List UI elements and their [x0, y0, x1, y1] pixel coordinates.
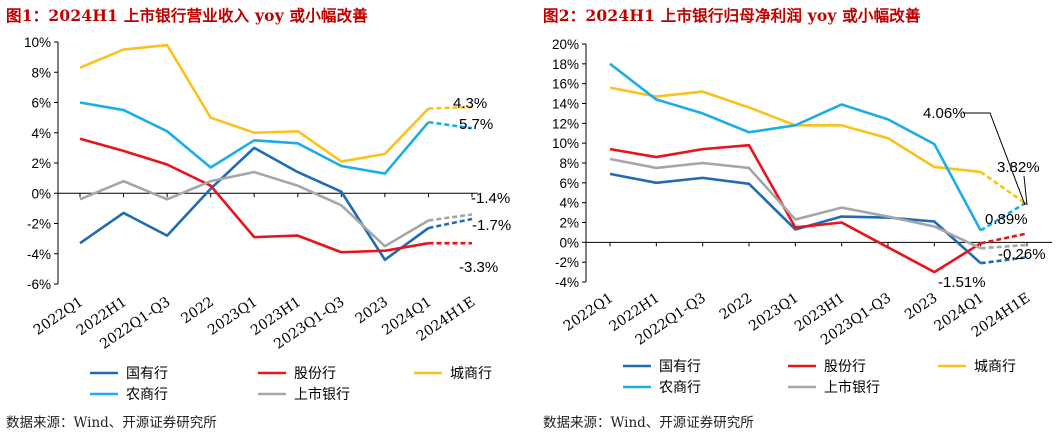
chart-1-series-国有行-estimate — [428, 217, 473, 230]
chart-2-y-tick-label: 14% — [552, 97, 579, 112]
chart-1-y-tick-label: -4% — [27, 247, 51, 262]
chart-2-x-tick-label: 2023Q1 — [746, 290, 801, 335]
chart-1-series-城商行-estimate — [428, 105, 473, 110]
chart-2-annotation: 4.06% — [923, 105, 966, 122]
chart-1-series-上市银行 — [79, 170, 430, 248]
chart-2-series-股份行 — [609, 143, 982, 274]
chart-2-y-tick-label: 8% — [559, 156, 579, 171]
chart-2-x-tick-label: 2022Q1 — [561, 290, 616, 335]
chart-2-legend-label: 国有行 — [659, 359, 701, 375]
chart-2-legend-label: 股份行 — [824, 359, 866, 375]
chart-1-series-上市银行-estimate — [428, 213, 473, 222]
chart-1-legend-label: 城商行 — [450, 366, 492, 382]
chart-2-series-农商行-estimate — [979, 200, 1028, 232]
chart-1-y-tick-label: 8% — [31, 65, 51, 80]
chart-2-annotation: 0.89% — [985, 211, 1028, 228]
chart-2-series-国有行 — [609, 172, 982, 265]
chart-2-annotation-leader — [1023, 175, 1028, 206]
chart-2-annotation: -0.26% — [998, 246, 1046, 263]
chart-1-series-股份行 — [79, 137, 429, 254]
chart-2-title: 图2：2024H1 上市银行归母净利润 yoy 或小幅改善 — [543, 6, 921, 25]
chart-1-annotation: -1.4% — [471, 190, 510, 207]
chart-1-annotation: 4.3% — [453, 95, 487, 112]
chart-1-series-农商行 — [79, 101, 430, 175]
chart-1-y-tick-label: 10% — [24, 35, 51, 50]
chart-2-series-城商行 — [609, 86, 981, 174]
chart-1-legend-label: 股份行 — [294, 366, 336, 382]
chart-1-y-tick-label: 4% — [31, 126, 51, 141]
chart-1-series-国有行 — [79, 146, 430, 262]
chart-2-source: 数据来源：Wind、开源证券研究所 — [543, 415, 754, 431]
chart-1-y-tick-label: -6% — [27, 277, 51, 292]
chart-1-y-tick-label: 2% — [31, 156, 51, 171]
chart-2-y-tick-label: 6% — [559, 176, 579, 191]
chart-1-annotation: -1.7% — [472, 217, 511, 234]
chart-1-annotation: -3.3% — [459, 259, 498, 276]
chart-1-series-城商行 — [79, 43, 430, 163]
chart-2-legend-label: 上市银行 — [824, 379, 880, 396]
chart-1-legend-label: 农商行 — [126, 387, 168, 403]
chart-2-y-tick-label: 18% — [552, 57, 579, 72]
chart-1-y-tick-label: 6% — [31, 96, 51, 111]
chart-2-y-tick-label: 10% — [552, 136, 579, 151]
chart-2-y-tick-label: 20% — [552, 37, 579, 52]
chart-1-annotation: 5.7% — [459, 116, 493, 133]
chart-2-y-tick-label: 4% — [559, 196, 579, 211]
chart-2-y-tick-label: 2% — [559, 216, 579, 231]
chart-1-title: 图1：2024H1 上市银行营业收入 yoy 或小幅改善 — [6, 6, 368, 25]
chart-2-series-上市银行 — [609, 157, 982, 250]
chart-2-legend-label: 城商行 — [974, 359, 1016, 375]
chart-1-y-tick-label: -2% — [27, 217, 51, 232]
chart-2-annotation: -1.51% — [938, 274, 986, 291]
chart-2-y-tick-label: -4% — [555, 275, 579, 290]
chart-2-y-tick-label: 0% — [559, 235, 579, 250]
chart-1: -6%-4%-2%0%2%4%6%8%10%2022Q12022H12022Q1… — [24, 35, 511, 403]
chart-2-y-tick-label: -2% — [555, 255, 579, 270]
chart-2-annotation: 3.82% — [997, 159, 1040, 176]
chart-2: -4% -2% 0% 2% 4% 6% 8% 10% 12% 14% 16% 18% 20% 2022Q1… — [552, 37, 1052, 396]
chart-1-source: 数据来源：Wind、开源证券研究所 — [6, 415, 217, 431]
chart-2-y-tick-label: 16% — [552, 77, 579, 92]
chart-2-annotation-leader — [963, 112, 1026, 206]
chart-2-y-tick-label: 12% — [552, 116, 579, 131]
chart-2-series-农商行 — [609, 62, 982, 232]
chart-1-series-农商行-estimate — [428, 120, 473, 130]
chart-2-series-城商行-estimate — [979, 170, 1028, 206]
chart-1-legend-label: 上市银行 — [294, 386, 350, 403]
chart-2-legend-label: 农商行 — [659, 380, 701, 396]
chart-1-legend-label: 国有行 — [126, 366, 168, 382]
chart-1-y-tick-label: 0% — [31, 186, 51, 201]
